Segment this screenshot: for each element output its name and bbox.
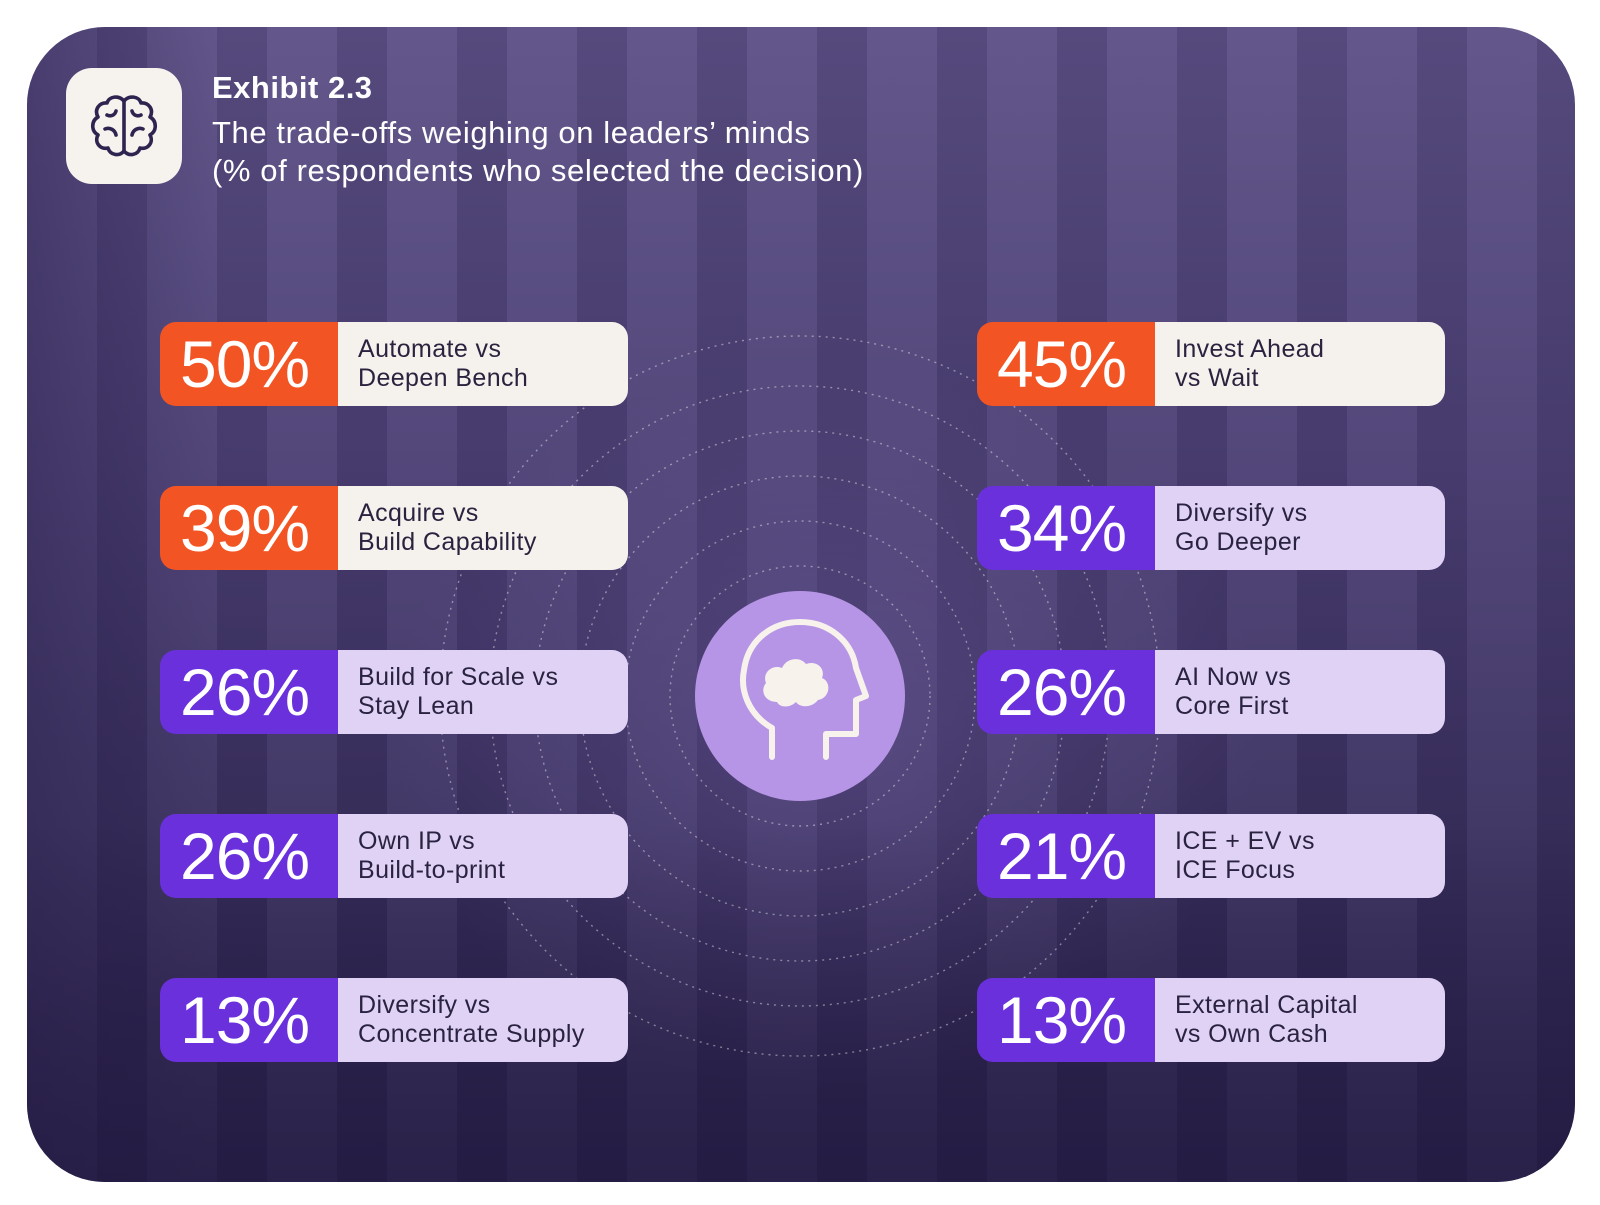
tradeoff-label: ICE + EV vs ICE Focus bbox=[1155, 814, 1445, 898]
value-label: 39% bbox=[160, 486, 338, 570]
tradeoff-label-line1: Diversify vs bbox=[1175, 499, 1308, 527]
tradeoff-card: 26% AI Now vs Core First bbox=[977, 650, 1445, 734]
tradeoff-label: Automate vs Deepen Bench bbox=[338, 322, 628, 406]
tradeoff-card: 34% Diversify vs Go Deeper bbox=[977, 486, 1445, 570]
tradeoff-card: 26% Build for Scale vs Stay Lean bbox=[160, 650, 628, 734]
tradeoff-label-line1: Diversify vs bbox=[358, 991, 491, 1019]
tradeoff-label-line1: Invest Ahead bbox=[1175, 335, 1325, 363]
tradeoff-card: 50% Automate vs Deepen Bench bbox=[160, 322, 628, 406]
head-with-cloud-icon bbox=[740, 619, 869, 760]
value-label: 34% bbox=[977, 486, 1155, 570]
logo-tile bbox=[66, 68, 182, 184]
exhibit-subtitle: The trade-offs weighing on leaders’ mind… bbox=[212, 114, 864, 190]
tradeoff-label-line2: vs Wait bbox=[1175, 364, 1259, 392]
tradeoff-label: Invest Ahead vs Wait bbox=[1155, 322, 1445, 406]
value-label: 13% bbox=[977, 978, 1155, 1062]
tradeoff-label-line1: ICE + EV vs bbox=[1175, 827, 1315, 855]
tradeoff-label-line1: External Capital bbox=[1175, 991, 1358, 1019]
tradeoff-label-line2: Build Capability bbox=[358, 528, 537, 556]
tradeoff-label-line1: Acquire vs bbox=[358, 499, 479, 527]
tradeoff-label-line2: Stay Lean bbox=[358, 692, 475, 720]
value-label: 26% bbox=[160, 650, 338, 734]
tradeoff-label-line1: Build for Scale vs bbox=[358, 663, 559, 691]
value-label: 26% bbox=[160, 814, 338, 898]
exhibit-title: Exhibit 2.3 bbox=[212, 70, 373, 105]
ring-1 bbox=[669, 565, 931, 827]
tradeoff-label: Build for Scale vs Stay Lean bbox=[338, 650, 628, 734]
tradeoff-label-line2: Core First bbox=[1175, 692, 1289, 720]
tradeoff-label-line2: ICE Focus bbox=[1175, 856, 1296, 884]
tradeoff-card: 13% External Capital vs Own Cash bbox=[977, 978, 1445, 1062]
value-label: 45% bbox=[977, 322, 1155, 406]
brain-icon bbox=[90, 95, 158, 157]
tradeoff-label-line2: vs Own Cash bbox=[1175, 1020, 1329, 1048]
tradeoff-label-line1: AI Now vs bbox=[1175, 663, 1292, 691]
tradeoff-card: 21% ICE + EV vs ICE Focus bbox=[977, 814, 1445, 898]
tradeoff-label-line1: Automate vs bbox=[358, 335, 502, 363]
tradeoff-label: AI Now vs Core First bbox=[1155, 650, 1445, 734]
value-label: 50% bbox=[160, 322, 338, 406]
subtitle-line-2: (% of respondents who selected the decis… bbox=[212, 153, 864, 188]
tradeoff-label-line2: Go Deeper bbox=[1175, 528, 1301, 556]
tradeoff-card: 39% Acquire vs Build Capability bbox=[160, 486, 628, 570]
tradeoff-label: Acquire vs Build Capability bbox=[338, 486, 628, 570]
ring-2 bbox=[624, 520, 976, 872]
value-label: 13% bbox=[160, 978, 338, 1062]
tradeoff-card: 45% Invest Ahead vs Wait bbox=[977, 322, 1445, 406]
tradeoff-label-line2: Build-to-print bbox=[358, 856, 506, 884]
tradeoff-label: Own IP vs Build-to-print bbox=[338, 814, 628, 898]
tradeoff-label: Diversify vs Concentrate Supply bbox=[338, 978, 628, 1062]
tradeoff-label-line2: Concentrate Supply bbox=[358, 1020, 585, 1048]
tradeoff-card: 13% Diversify vs Concentrate Supply bbox=[160, 978, 628, 1062]
subtitle-line-1: The trade-offs weighing on leaders’ mind… bbox=[212, 115, 811, 150]
value-label: 26% bbox=[977, 650, 1155, 734]
tradeoff-label-line2: Deepen Bench bbox=[358, 364, 529, 392]
tradeoff-label: External Capital vs Own Cash bbox=[1155, 978, 1445, 1062]
tradeoff-card: 26% Own IP vs Build-to-print bbox=[160, 814, 628, 898]
value-label: 21% bbox=[977, 814, 1155, 898]
tradeoff-label: Diversify vs Go Deeper bbox=[1155, 486, 1445, 570]
tradeoff-label-line1: Own IP vs bbox=[358, 827, 476, 855]
